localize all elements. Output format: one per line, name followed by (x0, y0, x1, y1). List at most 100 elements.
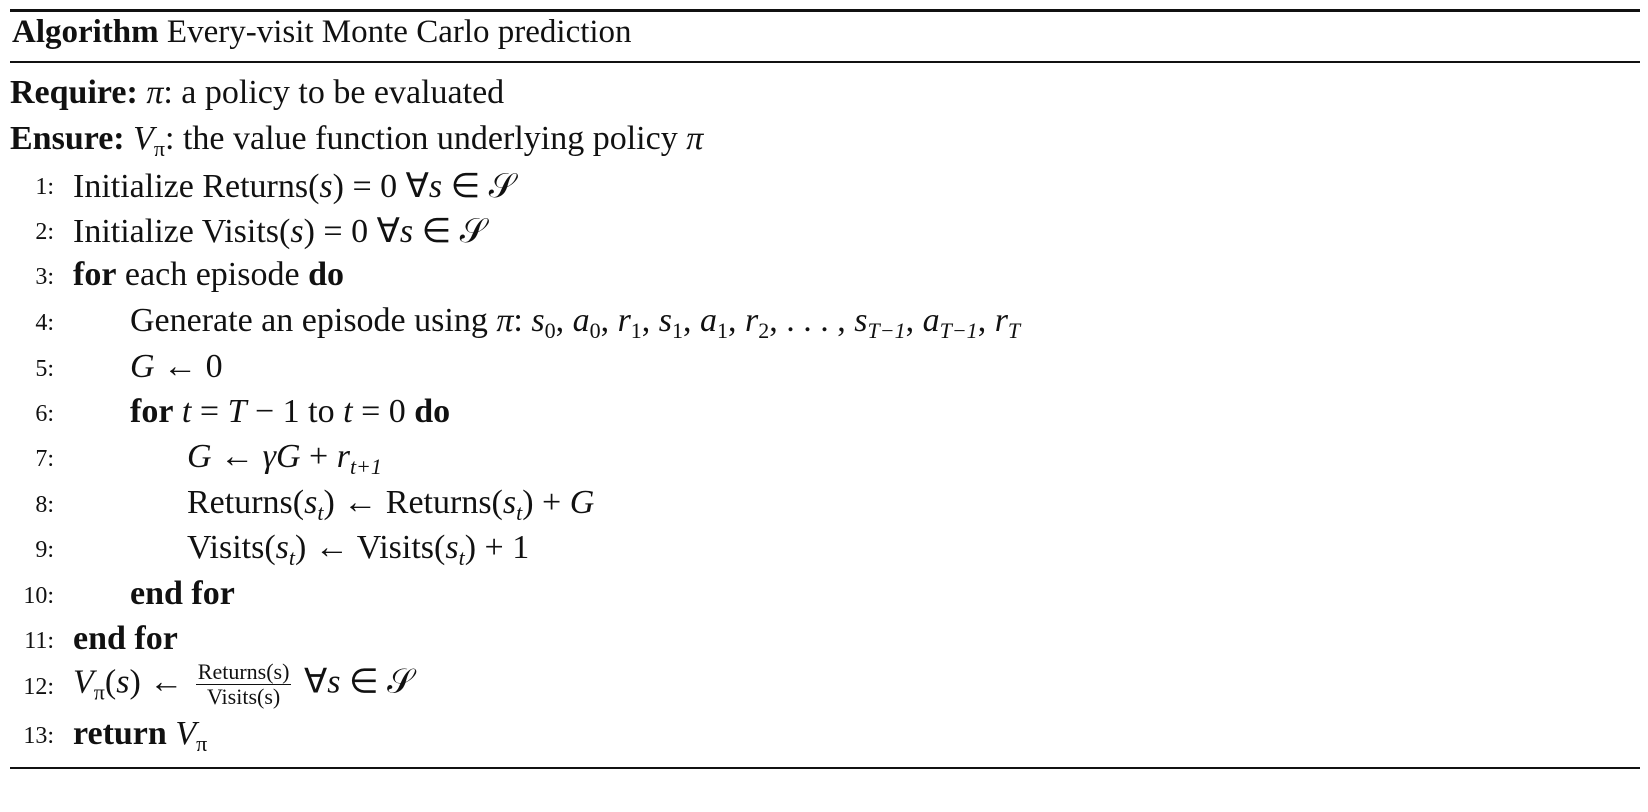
fraction-denominator: Visits(s) (206, 684, 281, 709)
math-symbol: s (502, 484, 517, 521)
math-symbol: π (146, 74, 164, 111)
math-symbol: a (700, 302, 718, 339)
text: Visits( (187, 529, 276, 566)
line-number: 10: (23, 583, 54, 609)
math-symbol: V (73, 663, 94, 701)
line-number: 3: (35, 264, 54, 290)
keyword: do (414, 393, 451, 430)
text: ) + (522, 484, 570, 521)
keyword: Require: (10, 74, 147, 111)
fraction-numerator: Returns(s) (195, 659, 292, 685)
line-number: 5: (35, 356, 54, 382)
math-symbol: r (336, 438, 350, 475)
math-symbol: s (327, 663, 341, 701)
line-number: 12: (23, 674, 54, 700)
math-symbol: r (994, 302, 1008, 339)
math-symbol: s (531, 302, 545, 339)
text: ( (104, 663, 117, 701)
math-symbol: t (181, 393, 192, 430)
line-text: end for (130, 575, 235, 613)
math-symbol: s (116, 663, 130, 701)
math-symbol: G (187, 438, 212, 475)
math-symbol: π (196, 731, 208, 756)
math-symbol: π (686, 120, 704, 157)
text: 𝒮 (488, 168, 516, 205)
line-text: Require: π: a policy to be evaluated (10, 74, 504, 112)
text: Generate an episode using (130, 302, 497, 339)
text: ) = 0 ∀ (332, 168, 429, 205)
math-symbol: t (317, 500, 324, 525)
text: − 1 to (246, 393, 344, 430)
math-symbol: t (516, 500, 523, 525)
text: ∈ (413, 213, 460, 250)
text: ) ← Visits( (295, 529, 446, 566)
text: 𝒮 (387, 663, 414, 701)
line-number: 11: (24, 628, 54, 654)
keyword: return (73, 715, 167, 752)
math-symbol: γG (262, 438, 301, 475)
text: : the value function underlying policy (165, 120, 687, 157)
math-symbol: t+1 (349, 454, 382, 479)
math-symbol: T (227, 393, 247, 430)
text: Initialize Returns( (73, 168, 320, 205)
text: , (905, 302, 923, 339)
line-text: Vπ(s) ← Returns(s) Visits(s) ∀s ∈ 𝒮 (73, 660, 413, 709)
bottom-rule (10, 767, 1640, 769)
keyword: for (73, 256, 117, 293)
math-symbol: s (445, 529, 459, 566)
text: ∀ (295, 663, 328, 701)
text: , (641, 302, 659, 339)
text: ) ← (129, 663, 192, 701)
text: : (513, 302, 532, 339)
text: ) + 1 (464, 529, 530, 566)
line-text: for t = T − 1 to t = 0 do (130, 393, 450, 431)
math-symbol: 0 (544, 318, 556, 343)
text (173, 393, 182, 430)
math-symbol: V (133, 120, 154, 157)
math-symbol: t (288, 545, 295, 570)
math-symbol: 1 (717, 318, 729, 343)
keyword: end for (73, 620, 178, 657)
text: ) = 0 ∀ (303, 213, 400, 250)
math-symbol: 1 (672, 318, 684, 343)
text: , (600, 302, 618, 339)
keyword: Ensure: (10, 120, 134, 157)
keyword: do (308, 256, 344, 293)
math-symbol: r (745, 302, 759, 339)
text: + (300, 438, 337, 475)
line-number: 9: (35, 537, 54, 563)
algorithm-name: Every-visit Monte Carlo prediction (166, 14, 632, 50)
text: ∈ (340, 663, 388, 701)
math-symbol: G (130, 348, 155, 385)
line-number: 2: (35, 219, 54, 245)
line-text: Initialize Returns(s) = 0 ∀s ∈ 𝒮 (73, 166, 515, 206)
line-text: G ← 0 (130, 348, 223, 386)
line-text: end for (73, 620, 178, 658)
math-symbol: G (569, 484, 595, 521)
line-text: Ensure: Vπ: the value function underlyin… (10, 120, 703, 162)
math-symbol: 2 (758, 318, 770, 343)
text: , (683, 302, 701, 339)
text: ← 0 (154, 348, 223, 385)
math-symbol: 1 (630, 318, 642, 343)
math-symbol: a (922, 302, 940, 339)
math-symbol: π (496, 302, 514, 339)
text: ) ← Returns( (323, 484, 503, 521)
math-symbol: T−1 (867, 318, 906, 343)
line-number: 13: (23, 723, 54, 749)
line-number: 7: (35, 446, 54, 472)
text: = (191, 393, 228, 430)
top-rule (10, 9, 1640, 12)
text: , (977, 302, 995, 339)
math-symbol: s (399, 213, 414, 250)
line-number: 6: (35, 401, 54, 427)
text: , . . . , (769, 302, 855, 339)
text: Initialize Visits( (73, 213, 291, 250)
math-symbol: 0 (589, 318, 601, 343)
math-symbol: t (343, 393, 353, 430)
algorithm-title: Algorithm Every-visit Monte Carlo predic… (12, 14, 632, 51)
keyword: for (130, 393, 174, 430)
line-number: 4: (35, 310, 54, 336)
text: = 0 (352, 393, 415, 430)
line-text: for each episode do (73, 256, 344, 294)
